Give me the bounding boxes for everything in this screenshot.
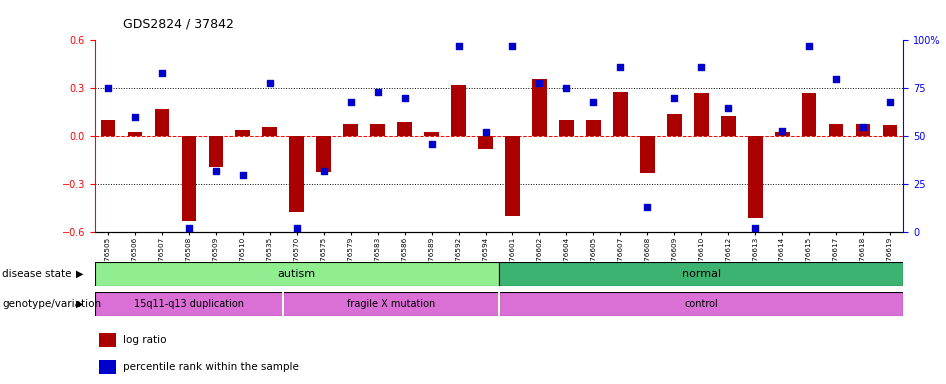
- Bar: [100, 120, 115, 136]
- Bar: [208, 136, 223, 167]
- Bar: [154, 109, 169, 136]
- Bar: [343, 124, 359, 136]
- Point: [775, 127, 790, 134]
- Text: GDS2824 / 37842: GDS2824 / 37842: [123, 17, 234, 30]
- Point: [613, 64, 628, 70]
- Point: [639, 204, 655, 210]
- Point: [747, 225, 762, 232]
- Point: [829, 76, 844, 82]
- Text: control: control: [684, 299, 718, 309]
- Point: [100, 85, 115, 91]
- Text: log ratio: log ratio: [123, 335, 166, 345]
- Point: [801, 43, 816, 49]
- Bar: [182, 136, 197, 221]
- Text: autism: autism: [278, 269, 316, 279]
- Bar: [95, 292, 283, 316]
- Bar: [289, 136, 305, 212]
- Bar: [883, 125, 898, 136]
- Text: fragile X mutation: fragile X mutation: [347, 299, 435, 309]
- Bar: [397, 122, 412, 136]
- Point: [667, 95, 682, 101]
- Point: [532, 79, 547, 86]
- Text: genotype/variation: genotype/variation: [2, 299, 101, 309]
- Bar: [801, 93, 816, 136]
- Bar: [262, 127, 277, 136]
- Bar: [721, 116, 736, 136]
- Point: [154, 70, 169, 76]
- Point: [208, 168, 223, 174]
- Point: [128, 114, 143, 120]
- Point: [721, 104, 736, 111]
- Bar: [128, 131, 143, 136]
- Text: percentile rank within the sample: percentile rank within the sample: [123, 362, 299, 372]
- Point: [559, 85, 574, 91]
- Bar: [639, 136, 655, 173]
- Bar: [283, 292, 499, 316]
- Bar: [775, 131, 790, 136]
- Point: [236, 172, 251, 178]
- Point: [397, 95, 412, 101]
- Bar: [499, 262, 903, 286]
- Bar: [613, 91, 628, 136]
- Bar: [693, 93, 709, 136]
- Bar: [559, 120, 574, 136]
- Bar: [532, 79, 547, 136]
- Bar: [478, 136, 493, 149]
- Point: [424, 141, 439, 147]
- Point: [883, 99, 898, 105]
- Bar: [505, 136, 520, 216]
- Bar: [451, 85, 466, 136]
- Point: [586, 99, 601, 105]
- Bar: [236, 130, 251, 136]
- Point: [316, 168, 331, 174]
- Point: [855, 124, 870, 130]
- Point: [262, 79, 277, 86]
- Text: 15q11-q13 duplication: 15q11-q13 duplication: [134, 299, 244, 309]
- Bar: [95, 262, 499, 286]
- Point: [343, 99, 359, 105]
- Bar: [370, 124, 385, 136]
- Point: [289, 225, 305, 232]
- Bar: [667, 114, 682, 136]
- Text: ▶: ▶: [76, 269, 83, 279]
- Point: [182, 225, 197, 232]
- Text: ▶: ▶: [76, 299, 83, 309]
- Point: [451, 43, 466, 49]
- Text: normal: normal: [682, 269, 721, 279]
- Text: disease state: disease state: [2, 269, 71, 279]
- Point: [505, 43, 520, 49]
- Bar: [829, 124, 844, 136]
- Bar: [499, 292, 903, 316]
- Point: [693, 64, 709, 70]
- Bar: [316, 136, 331, 172]
- Point: [370, 89, 385, 95]
- Bar: [424, 131, 439, 136]
- Bar: [586, 120, 601, 136]
- Point: [478, 129, 493, 136]
- Bar: [747, 136, 762, 218]
- Bar: [855, 124, 870, 136]
